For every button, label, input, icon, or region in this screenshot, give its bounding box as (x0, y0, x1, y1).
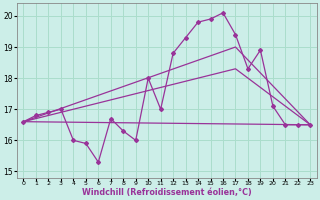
X-axis label: Windchill (Refroidissement éolien,°C): Windchill (Refroidissement éolien,°C) (82, 188, 252, 197)
